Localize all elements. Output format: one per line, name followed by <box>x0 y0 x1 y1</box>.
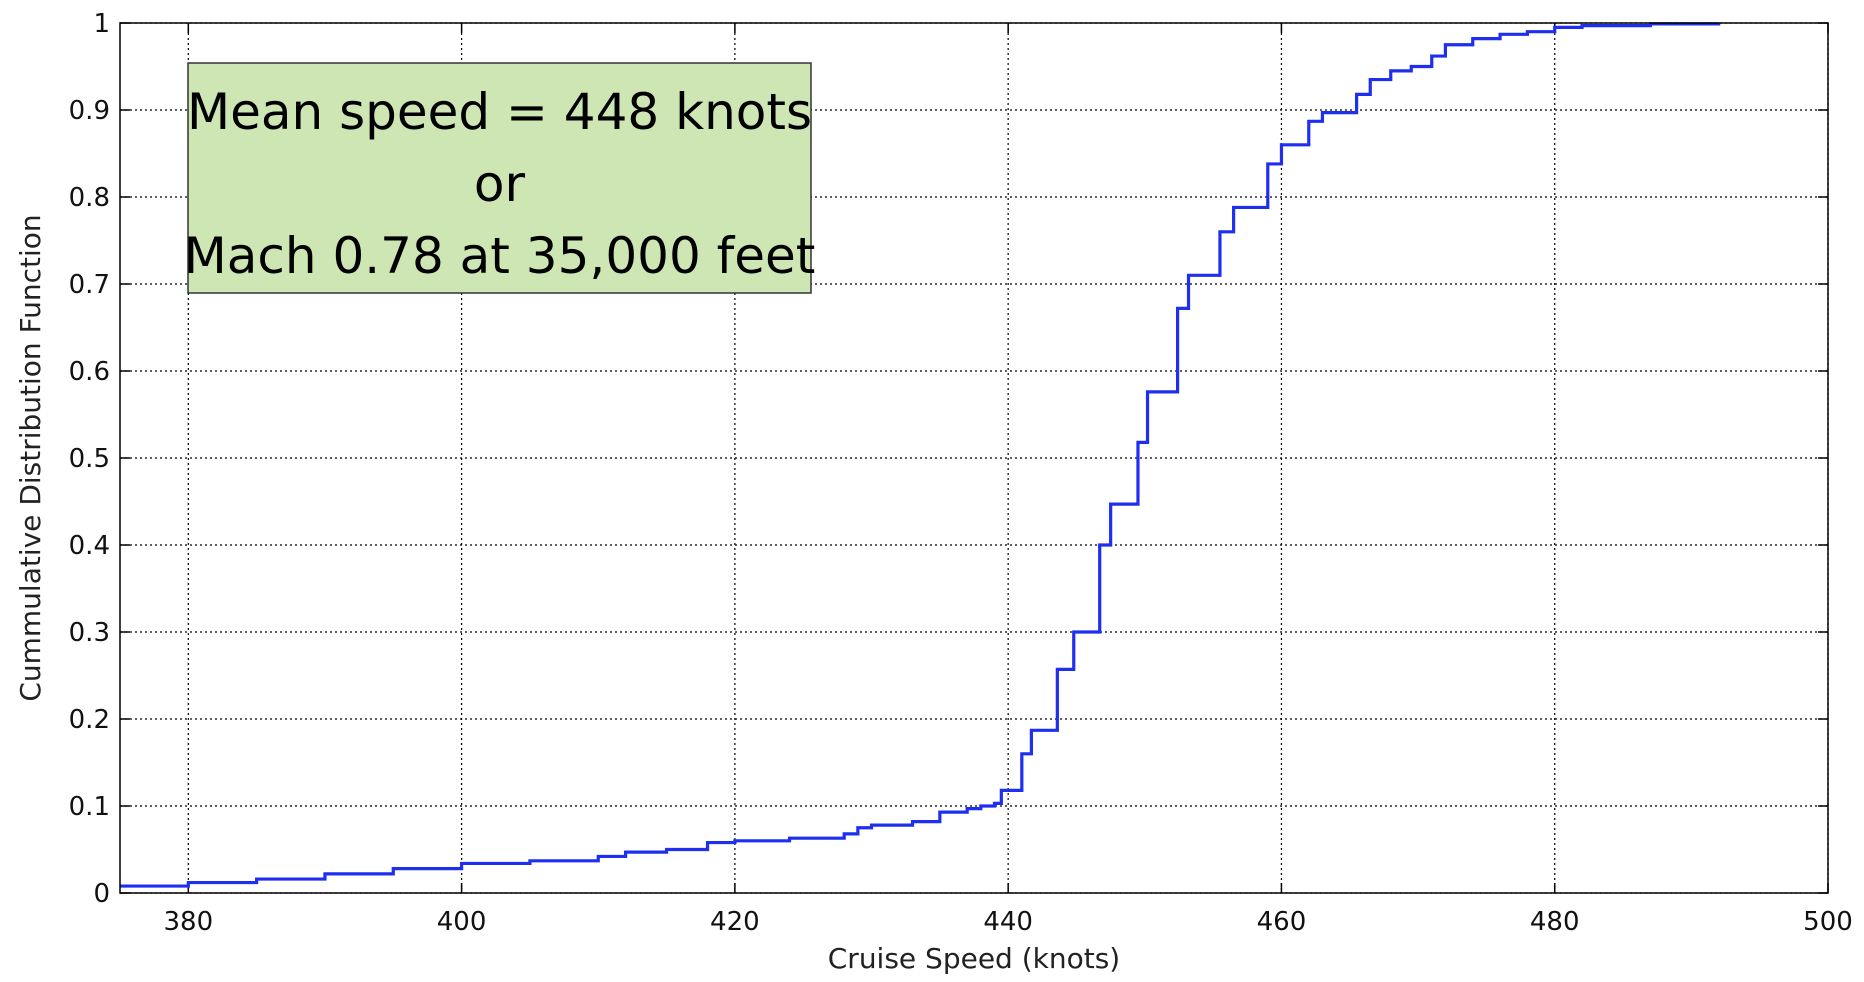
annotation-text: Mach 0.78 at 35,000 feet <box>184 227 816 285</box>
x-tick-label: 460 <box>1257 907 1307 937</box>
y-tick-label: 0.2 <box>69 705 110 735</box>
y-axis-label: Cummulative Distribution Function <box>14 214 47 701</box>
y-tick-label: 0 <box>93 879 110 909</box>
y-tick-label: 0.8 <box>69 183 110 213</box>
y-tick-label: 1 <box>93 9 110 39</box>
y-tick-label: 0.3 <box>69 618 110 648</box>
x-axis-label: Cruise Speed (knots) <box>828 942 1120 975</box>
annotation-text: or <box>474 155 526 213</box>
cdf-line <box>120 22 1721 888</box>
x-tick-label: 380 <box>163 907 213 937</box>
plot-frame <box>119 22 1829 894</box>
y-tick-label: 0.4 <box>69 531 110 561</box>
x-tick-label: 480 <box>1530 907 1580 937</box>
y-tick-label: 0.7 <box>69 270 110 300</box>
y-tick-label: 0.6 <box>69 357 110 387</box>
x-tick-label: 420 <box>710 907 760 937</box>
annotation-box <box>187 62 812 294</box>
x-tick-label: 400 <box>437 907 487 937</box>
annotation-text: Mean speed = 448 knots <box>187 83 812 141</box>
y-tick-label: 0.5 <box>69 444 110 474</box>
y-tick-label: 0.9 <box>69 96 110 126</box>
x-tick-label: 500 <box>1803 907 1853 937</box>
x-tick-label: 440 <box>983 907 1033 937</box>
y-tick-label: 0.1 <box>69 792 110 822</box>
